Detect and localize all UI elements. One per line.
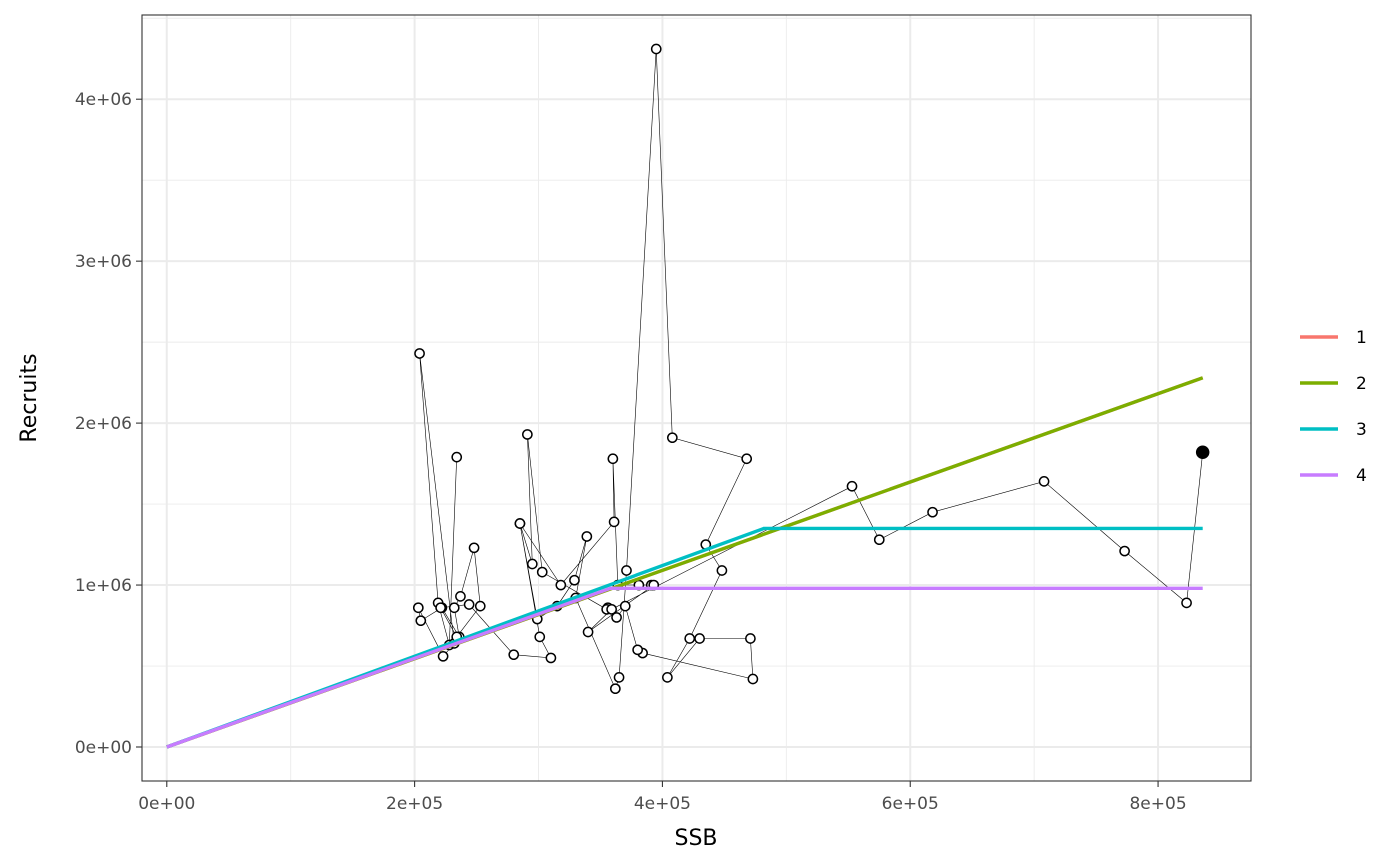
- x-tick-label: 8e+05: [1129, 794, 1186, 814]
- minor-gridlines: [142, 15, 1251, 781]
- observed-point: [662, 672, 673, 683]
- y-tick-label: 4e+06: [75, 90, 132, 110]
- observed-point-latest: [1195, 445, 1210, 460]
- legend-label-2: 2: [1356, 374, 1367, 394]
- observed-point: [607, 453, 619, 465]
- observed-point: [545, 652, 557, 664]
- x-axis: 0e+00 2e+05 4e+05 6e+05 8e+05: [138, 781, 1187, 814]
- observed-point: [747, 673, 759, 685]
- y-tick-label: 1e+06: [75, 576, 132, 596]
- y-tick-label: 2e+06: [75, 414, 132, 434]
- model-lines: [166, 376, 1204, 749]
- observed-point: [415, 615, 427, 627]
- observed-point: [606, 603, 617, 615]
- legend-label-4: 4: [1356, 466, 1367, 486]
- x-axis-title: SSB: [674, 826, 717, 851]
- panel-background: [142, 15, 1251, 781]
- observed-point: [684, 633, 696, 644]
- observed-point: [613, 672, 625, 683]
- observed-point: [522, 429, 533, 440]
- x-tick-label: 4e+05: [634, 794, 691, 814]
- y-tick-label: 3e+06: [75, 252, 132, 272]
- observed-point: [632, 644, 643, 656]
- observed-point: [514, 518, 526, 529]
- observed-point: [569, 574, 580, 586]
- observed-point: [555, 579, 567, 591]
- observed-point: [609, 683, 621, 695]
- observed-point: [1038, 476, 1050, 487]
- observed-point: [666, 432, 678, 444]
- observed-point: [581, 531, 593, 542]
- observed-point: [846, 480, 858, 492]
- observed-point: [435, 602, 446, 614]
- observed-point: [611, 612, 622, 623]
- observed-point: [927, 506, 938, 518]
- observed-point: [455, 591, 466, 602]
- y-axis: 0e+00 1e+06 2e+06 3e+06 4e+06: [75, 90, 142, 758]
- y-axis-title: Recruits: [17, 353, 42, 442]
- observed-point: [536, 566, 548, 578]
- legend: 1 2 3 4: [1300, 328, 1367, 486]
- x-tick-label: 6e+05: [882, 794, 939, 814]
- observed-point: [621, 565, 632, 576]
- observed-point: [437, 650, 449, 662]
- observed-point: [448, 602, 460, 614]
- observed-point: [619, 600, 631, 612]
- observed-points: [412, 43, 1210, 695]
- observed-point: [451, 451, 463, 463]
- x-tick-label: 0e+00: [138, 794, 195, 814]
- observed-point: [534, 631, 546, 643]
- legend-label-1: 1: [1356, 328, 1367, 348]
- observed-point: [526, 558, 538, 570]
- observed-point: [412, 602, 424, 614]
- observed-point: [716, 565, 728, 576]
- observed-point: [474, 600, 486, 612]
- major-gridlines: [142, 15, 1251, 781]
- observed-point: [1119, 545, 1130, 557]
- observed-point: [741, 453, 753, 465]
- x-tick-label: 2e+05: [386, 794, 443, 814]
- observed-point: [414, 348, 425, 359]
- observed-point: [582, 626, 594, 638]
- observed-point: [873, 534, 885, 546]
- legend-label-3: 3: [1356, 420, 1367, 440]
- observed-point: [608, 516, 620, 528]
- panel-border: [141, 14, 1252, 782]
- model-line-4: [166, 586, 1203, 749]
- observed-point: [508, 649, 520, 661]
- observed-point: [745, 633, 756, 644]
- observed-point: [1181, 597, 1192, 609]
- y-tick-label: 0e+00: [75, 738, 132, 758]
- observed-point: [468, 542, 480, 554]
- observed-point: [694, 633, 705, 644]
- observed-point: [463, 599, 475, 610]
- observed-point: [650, 43, 662, 55]
